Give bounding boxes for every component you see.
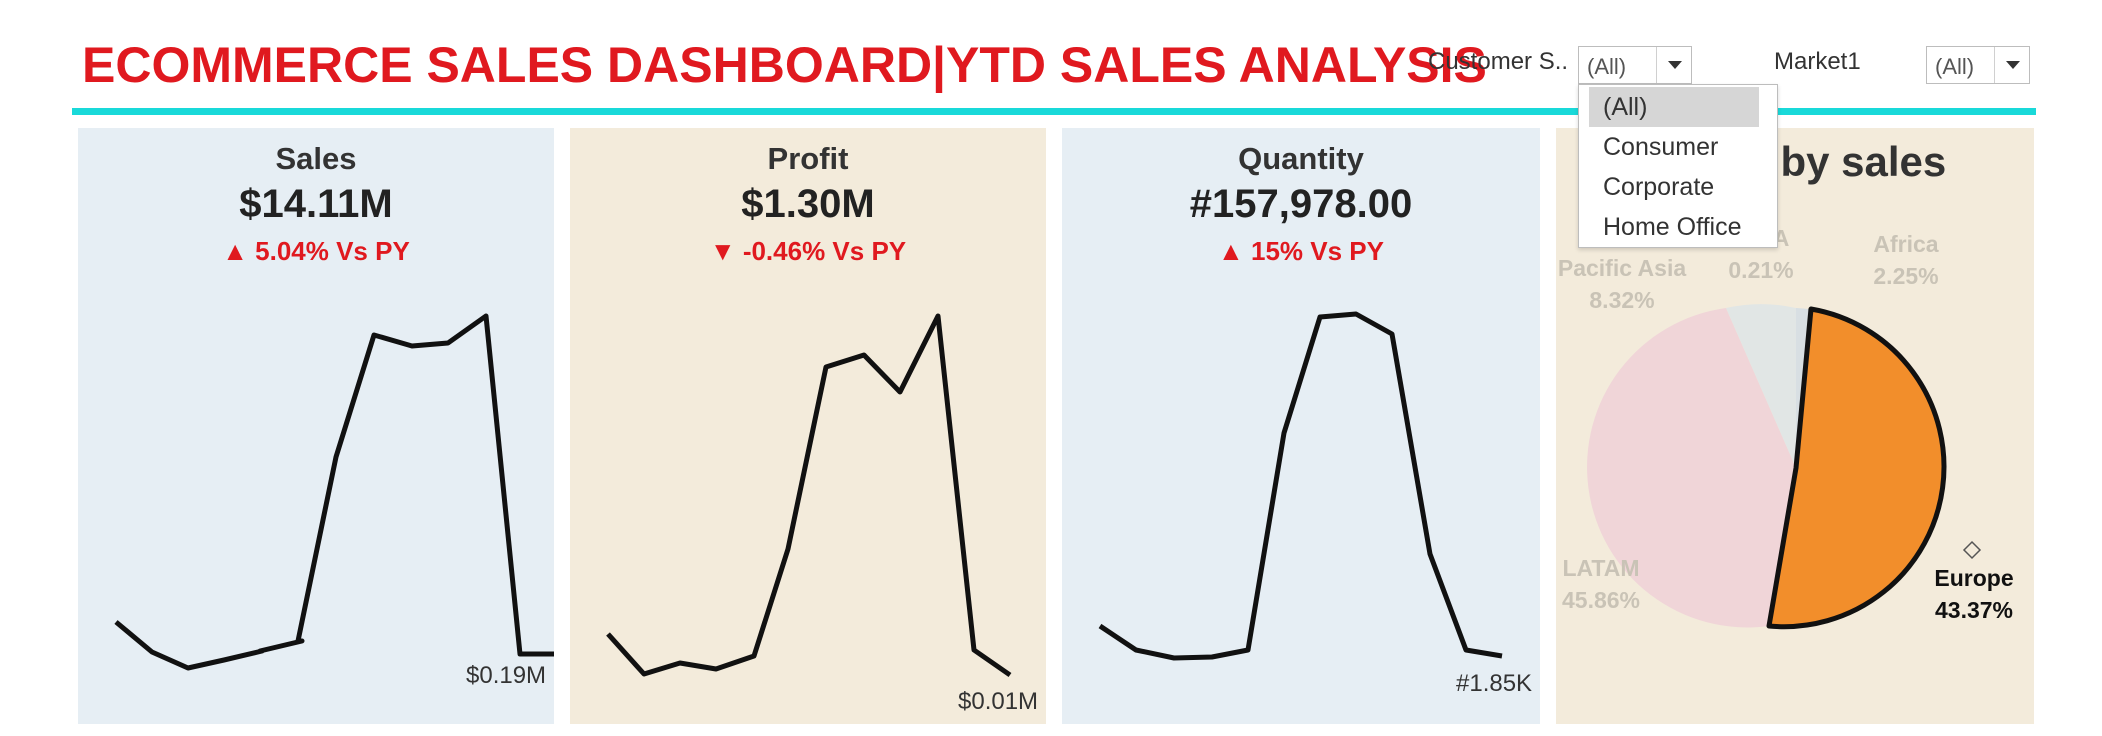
diamond-marker-icon	[1962, 540, 1982, 560]
pie-slice-latam[interactable]	[1587, 308, 1796, 628]
pie-label-share: 0.21%	[1728, 257, 1794, 283]
pie-label-name: Pacific Asia	[1557, 255, 1687, 281]
sales-card-title: Sales	[275, 141, 357, 176]
chevron-down-icon[interactable]	[1656, 47, 1691, 83]
dropdown-option-all[interactable]: (All)	[1589, 87, 1759, 127]
chevron-down-icon[interactable]	[1994, 47, 2029, 83]
customer-segment-filter-label: Customer S..	[1428, 48, 1569, 75]
pie-label-name: LATAM	[1562, 555, 1640, 581]
sales-last-value-label: $0.19M	[466, 662, 547, 689]
sales-card: Sales $14.11M ▲ 5.04% Vs PY $0.19M	[78, 128, 554, 724]
profit-last-value-label: $0.01M	[958, 688, 1039, 715]
quantity-sparkline[interactable]	[1062, 128, 1540, 724]
customer-segment-value: (All)	[1587, 54, 1627, 79]
profit-card-delta: ▼ -0.46% Vs PY	[709, 236, 907, 266]
pie-label-share: 8.32%	[1589, 287, 1655, 313]
market-select[interactable]: (All)	[1926, 46, 2030, 84]
pie-slice-europe[interactable]	[1766, 306, 1947, 630]
dropdown-option-home-office[interactable]: Home Office	[1603, 213, 1742, 241]
sales-card-value: $14.11M	[239, 182, 393, 226]
market-value: (All)	[1935, 54, 1975, 79]
pie-label-europe: Europe 43.37%	[1924, 562, 2024, 626]
quantity-card-delta: ▲ 15% Vs PY	[1218, 236, 1384, 266]
sales-card-delta: ▲ 5.04% Vs PY	[222, 236, 410, 266]
profit-sparkline[interactable]	[570, 128, 1046, 724]
quantity-card: Quantity #157,978.00 ▲ 15% Vs PY #1.85K	[1062, 128, 1540, 724]
title-underline	[72, 108, 2036, 115]
pie-label-share: 2.25%	[1873, 263, 1939, 289]
customer-segment-select[interactable]: (All)	[1578, 46, 1692, 84]
dropdown-option-consumer[interactable]: Consumer	[1603, 133, 1719, 161]
dropdown-option-corporate[interactable]: Corporate	[1603, 173, 1715, 201]
pie-label-share: 43.37%	[1934, 597, 2013, 623]
pie-label-africa: Africa 2.25%	[1846, 228, 1966, 292]
sales-sparkline[interactable]	[78, 128, 554, 724]
pie-label-share: 45.86%	[1561, 587, 1640, 613]
profit-card: Profit $1.30M ▼ -0.46% Vs PY $0.01M	[570, 128, 1046, 724]
customer-segment-dropdown-list[interactable]: (All) Consumer Corporate Home Office	[1578, 84, 1778, 248]
pie-slice-pacific-asia[interactable]	[1726, 304, 1796, 468]
profit-card-title: Profit	[767, 141, 849, 176]
pie-label-latam: LATAM 45.86%	[1556, 552, 1646, 616]
quantity-card-title: Quantity	[1238, 141, 1364, 176]
pie-label-pacific-asia: Pacific Asia 8.32%	[1556, 252, 1690, 316]
dashboard-title: ECOMMERCE SALES DASHBOARD|YTD SALES ANAL…	[82, 37, 1487, 93]
quantity-last-value-label: #1.85K	[1456, 670, 1533, 697]
pie-label-name: Africa	[1873, 231, 1939, 257]
market-share-pie[interactable]	[1556, 128, 2034, 724]
quantity-card-value: #157,978.00	[1189, 182, 1413, 226]
market-filter-label: Market1	[1774, 48, 1861, 75]
profit-card-value: $1.30M	[741, 182, 875, 226]
pie-label-name: Europe	[1934, 565, 2014, 591]
